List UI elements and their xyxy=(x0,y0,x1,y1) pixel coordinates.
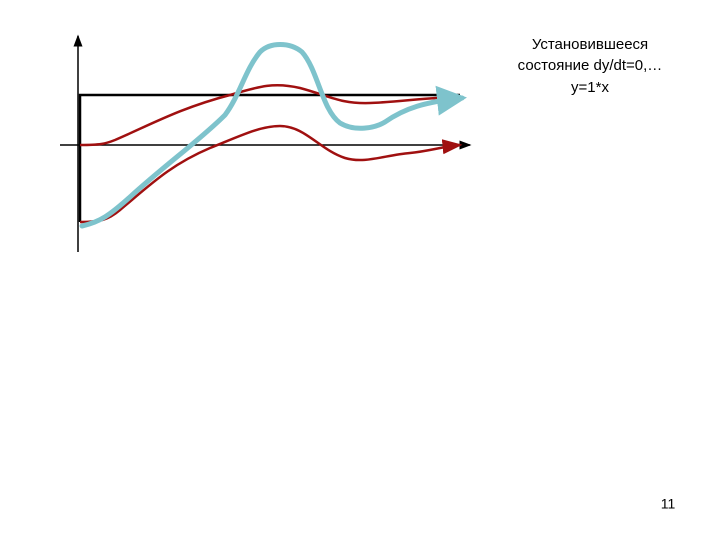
lower-response xyxy=(79,124,463,224)
ideal-response xyxy=(79,42,467,229)
caption-line: Установившееся xyxy=(532,36,648,53)
caption-line: состояние dy/dt=0,… xyxy=(518,57,663,74)
step-input xyxy=(78,93,460,222)
diagram xyxy=(60,34,472,252)
caption-line: y=1*x xyxy=(571,79,609,96)
page-number: 11 xyxy=(661,496,676,512)
upper-response xyxy=(79,83,465,147)
